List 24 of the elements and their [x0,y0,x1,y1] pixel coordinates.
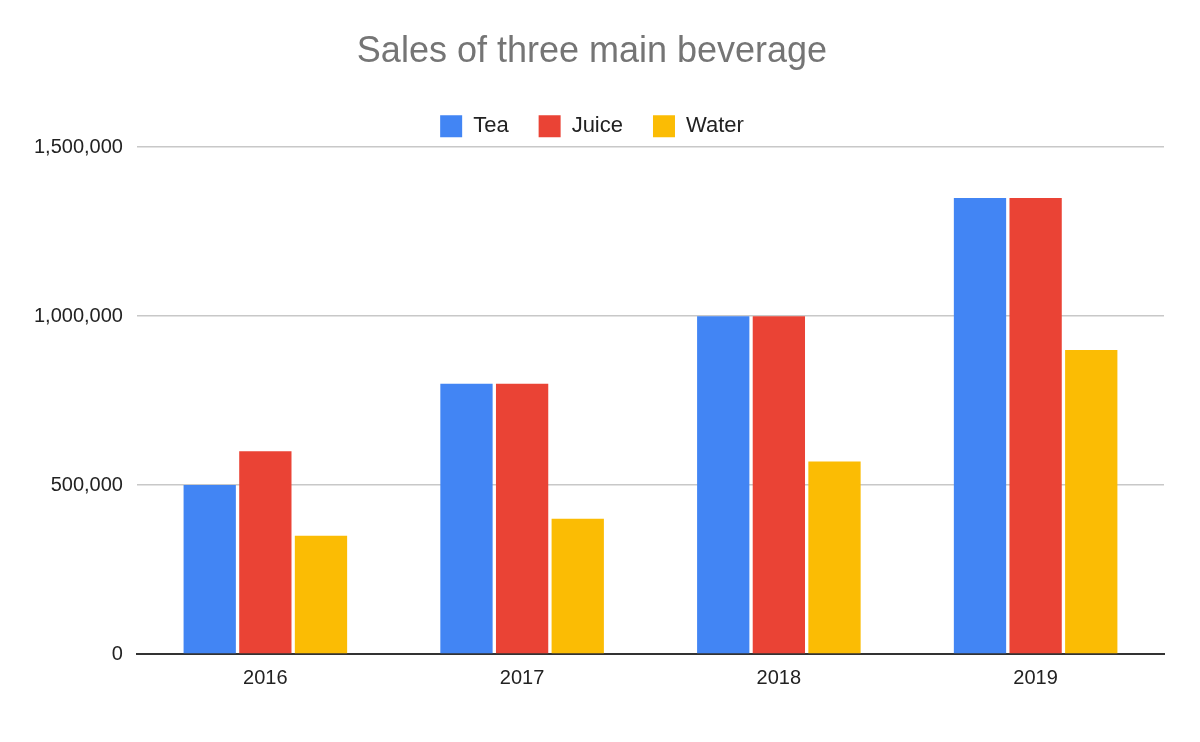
bar [551,518,604,654]
bar [239,451,292,654]
bar [440,383,493,654]
x-tick-label: 2017 [499,665,545,688]
x-tick-label: 2018 [756,665,802,688]
bar [294,535,348,654]
y-tick-label: 500,000 [50,472,123,495]
bar [752,316,806,654]
bar [953,197,1007,654]
bar [495,383,549,654]
legend-label: Water [685,112,744,138]
bar [697,316,750,654]
legend-label: Tea [473,112,510,138]
x-tick-label: 2019 [1013,665,1058,688]
bar [183,485,236,654]
chart-title: Sales of three main beverage [356,28,828,70]
bar [1009,197,1062,654]
legend-label: Juice [571,112,623,138]
bar [808,461,861,654]
x-tick-label: 2016 [243,665,288,688]
bar [1065,349,1118,654]
y-tick-label: 0 [111,641,123,664]
y-tick-label: 1,500,000 [33,134,123,157]
y-tick-label: 1,000,000 [33,303,123,326]
